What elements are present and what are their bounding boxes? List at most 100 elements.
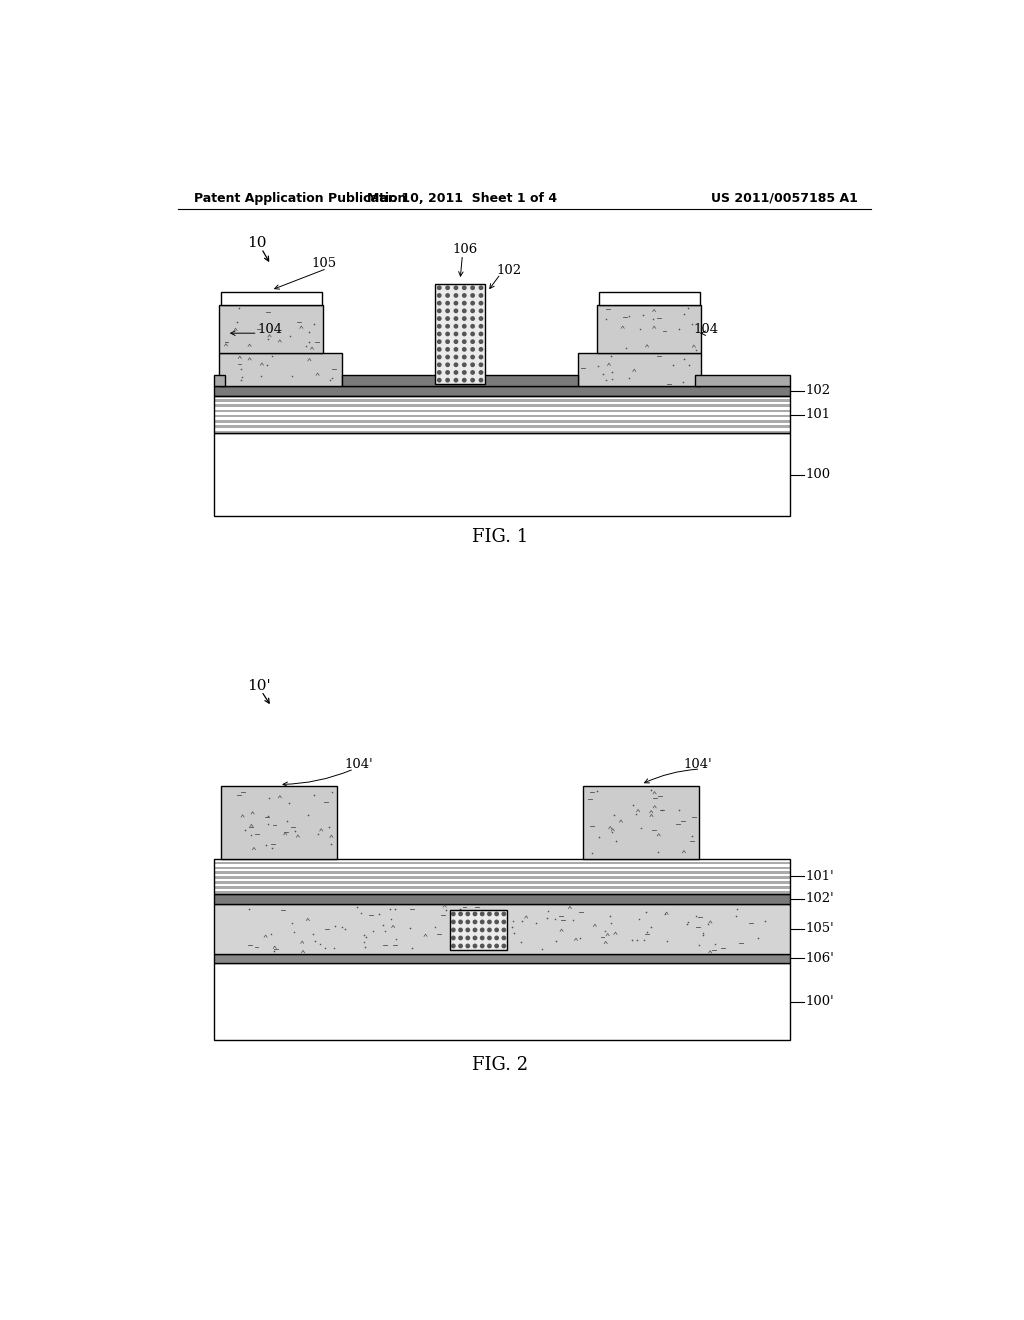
Circle shape [471, 309, 474, 313]
Bar [214, 866, 790, 869]
Text: 106: 106 [453, 243, 477, 256]
Circle shape [459, 920, 462, 924]
Circle shape [466, 920, 469, 924]
Circle shape [487, 928, 492, 932]
Circle shape [445, 317, 450, 321]
Circle shape [479, 355, 482, 359]
Circle shape [463, 333, 466, 335]
Circle shape [452, 920, 455, 924]
Circle shape [445, 341, 450, 343]
Circle shape [471, 301, 474, 305]
Circle shape [495, 920, 499, 924]
Circle shape [437, 294, 441, 297]
Circle shape [487, 912, 492, 916]
Circle shape [473, 936, 477, 940]
Circle shape [473, 912, 477, 916]
Circle shape [445, 371, 450, 374]
Bar [214, 409, 790, 412]
Bar [214, 886, 790, 888]
Circle shape [479, 309, 482, 313]
Circle shape [471, 379, 474, 381]
Circle shape [473, 944, 477, 948]
Bar [214, 891, 790, 894]
Bar [435, 284, 485, 384]
Circle shape [495, 928, 499, 932]
Bar [214, 871, 790, 874]
Circle shape [479, 301, 482, 305]
Bar [214, 882, 790, 884]
Bar [214, 399, 790, 401]
Circle shape [459, 944, 462, 948]
Circle shape [445, 309, 450, 313]
Bar [597, 305, 701, 354]
Circle shape [502, 928, 506, 932]
Bar [214, 420, 790, 422]
Circle shape [437, 363, 441, 367]
Circle shape [455, 363, 458, 367]
Circle shape [479, 333, 482, 335]
Bar [214, 859, 790, 894]
Text: US 2011/0057185 A1: US 2011/0057185 A1 [712, 191, 858, 205]
Text: 100': 100' [806, 995, 835, 1008]
Circle shape [437, 301, 441, 305]
Circle shape [463, 317, 466, 321]
Bar [221, 785, 337, 859]
Text: 10: 10 [248, 236, 267, 249]
Circle shape [445, 379, 450, 381]
Circle shape [455, 333, 458, 335]
Circle shape [502, 936, 506, 940]
Bar [214, 859, 790, 894]
Circle shape [455, 301, 458, 305]
Circle shape [463, 301, 466, 305]
Text: 100: 100 [806, 469, 830, 482]
Circle shape [487, 936, 492, 940]
Bar [214, 904, 790, 954]
Circle shape [471, 294, 474, 297]
Circle shape [473, 920, 477, 924]
Circle shape [463, 371, 466, 374]
Circle shape [455, 286, 458, 289]
Bar [214, 385, 790, 396]
Circle shape [466, 912, 469, 916]
Circle shape [479, 286, 482, 289]
Circle shape [480, 944, 484, 948]
Circle shape [437, 347, 441, 351]
Text: 105: 105 [311, 256, 337, 269]
Circle shape [466, 928, 469, 932]
Circle shape [480, 912, 484, 916]
Bar [214, 404, 790, 407]
Bar [342, 375, 578, 385]
Bar [214, 414, 790, 417]
Circle shape [466, 944, 469, 948]
Text: FIG. 2: FIG. 2 [472, 1056, 528, 1073]
Circle shape [479, 379, 482, 381]
Circle shape [437, 333, 441, 335]
Bar [219, 354, 342, 385]
Bar [214, 954, 790, 964]
Bar [214, 396, 790, 433]
Circle shape [471, 371, 474, 374]
Circle shape [455, 371, 458, 374]
Circle shape [445, 286, 450, 289]
Circle shape [479, 294, 482, 297]
Circle shape [437, 355, 441, 359]
Circle shape [479, 341, 482, 343]
Circle shape [463, 379, 466, 381]
Bar [214, 433, 790, 516]
Circle shape [445, 325, 450, 327]
Circle shape [445, 294, 450, 297]
Circle shape [471, 317, 474, 321]
Circle shape [487, 920, 492, 924]
Circle shape [479, 317, 482, 321]
Circle shape [471, 333, 474, 335]
Bar [214, 894, 790, 904]
Circle shape [455, 379, 458, 381]
Bar [578, 354, 701, 385]
Circle shape [437, 317, 441, 321]
Circle shape [471, 363, 474, 367]
Circle shape [437, 379, 441, 381]
Bar [214, 375, 225, 385]
Circle shape [459, 912, 462, 916]
Circle shape [480, 928, 484, 932]
Bar [220, 292, 322, 305]
